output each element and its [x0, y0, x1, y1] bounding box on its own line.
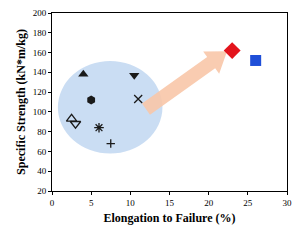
svg-text:40: 40 [37, 166, 47, 176]
svg-text:15: 15 [165, 198, 175, 208]
svg-text:20: 20 [204, 198, 214, 208]
svg-text:140: 140 [33, 67, 47, 77]
svg-text:Specific Strength (kN*m/kg): Specific Strength (kN*m/kg) [14, 29, 28, 175]
svg-text:60: 60 [37, 147, 47, 157]
svg-text:20: 20 [37, 186, 47, 196]
svg-text:80: 80 [37, 127, 47, 137]
svg-text:120: 120 [33, 87, 47, 97]
svg-text:30: 30 [283, 198, 293, 208]
svg-text:25: 25 [243, 198, 253, 208]
svg-text:100: 100 [33, 107, 47, 117]
svg-text:200: 200 [33, 8, 47, 18]
svg-text:0: 0 [50, 198, 55, 208]
svg-text:Elongation to Failure (%): Elongation to Failure (%) [103, 211, 235, 225]
svg-text:180: 180 [33, 28, 47, 38]
svg-text:10: 10 [126, 198, 136, 208]
svg-text:160: 160 [33, 48, 47, 58]
svg-text:5: 5 [89, 198, 94, 208]
